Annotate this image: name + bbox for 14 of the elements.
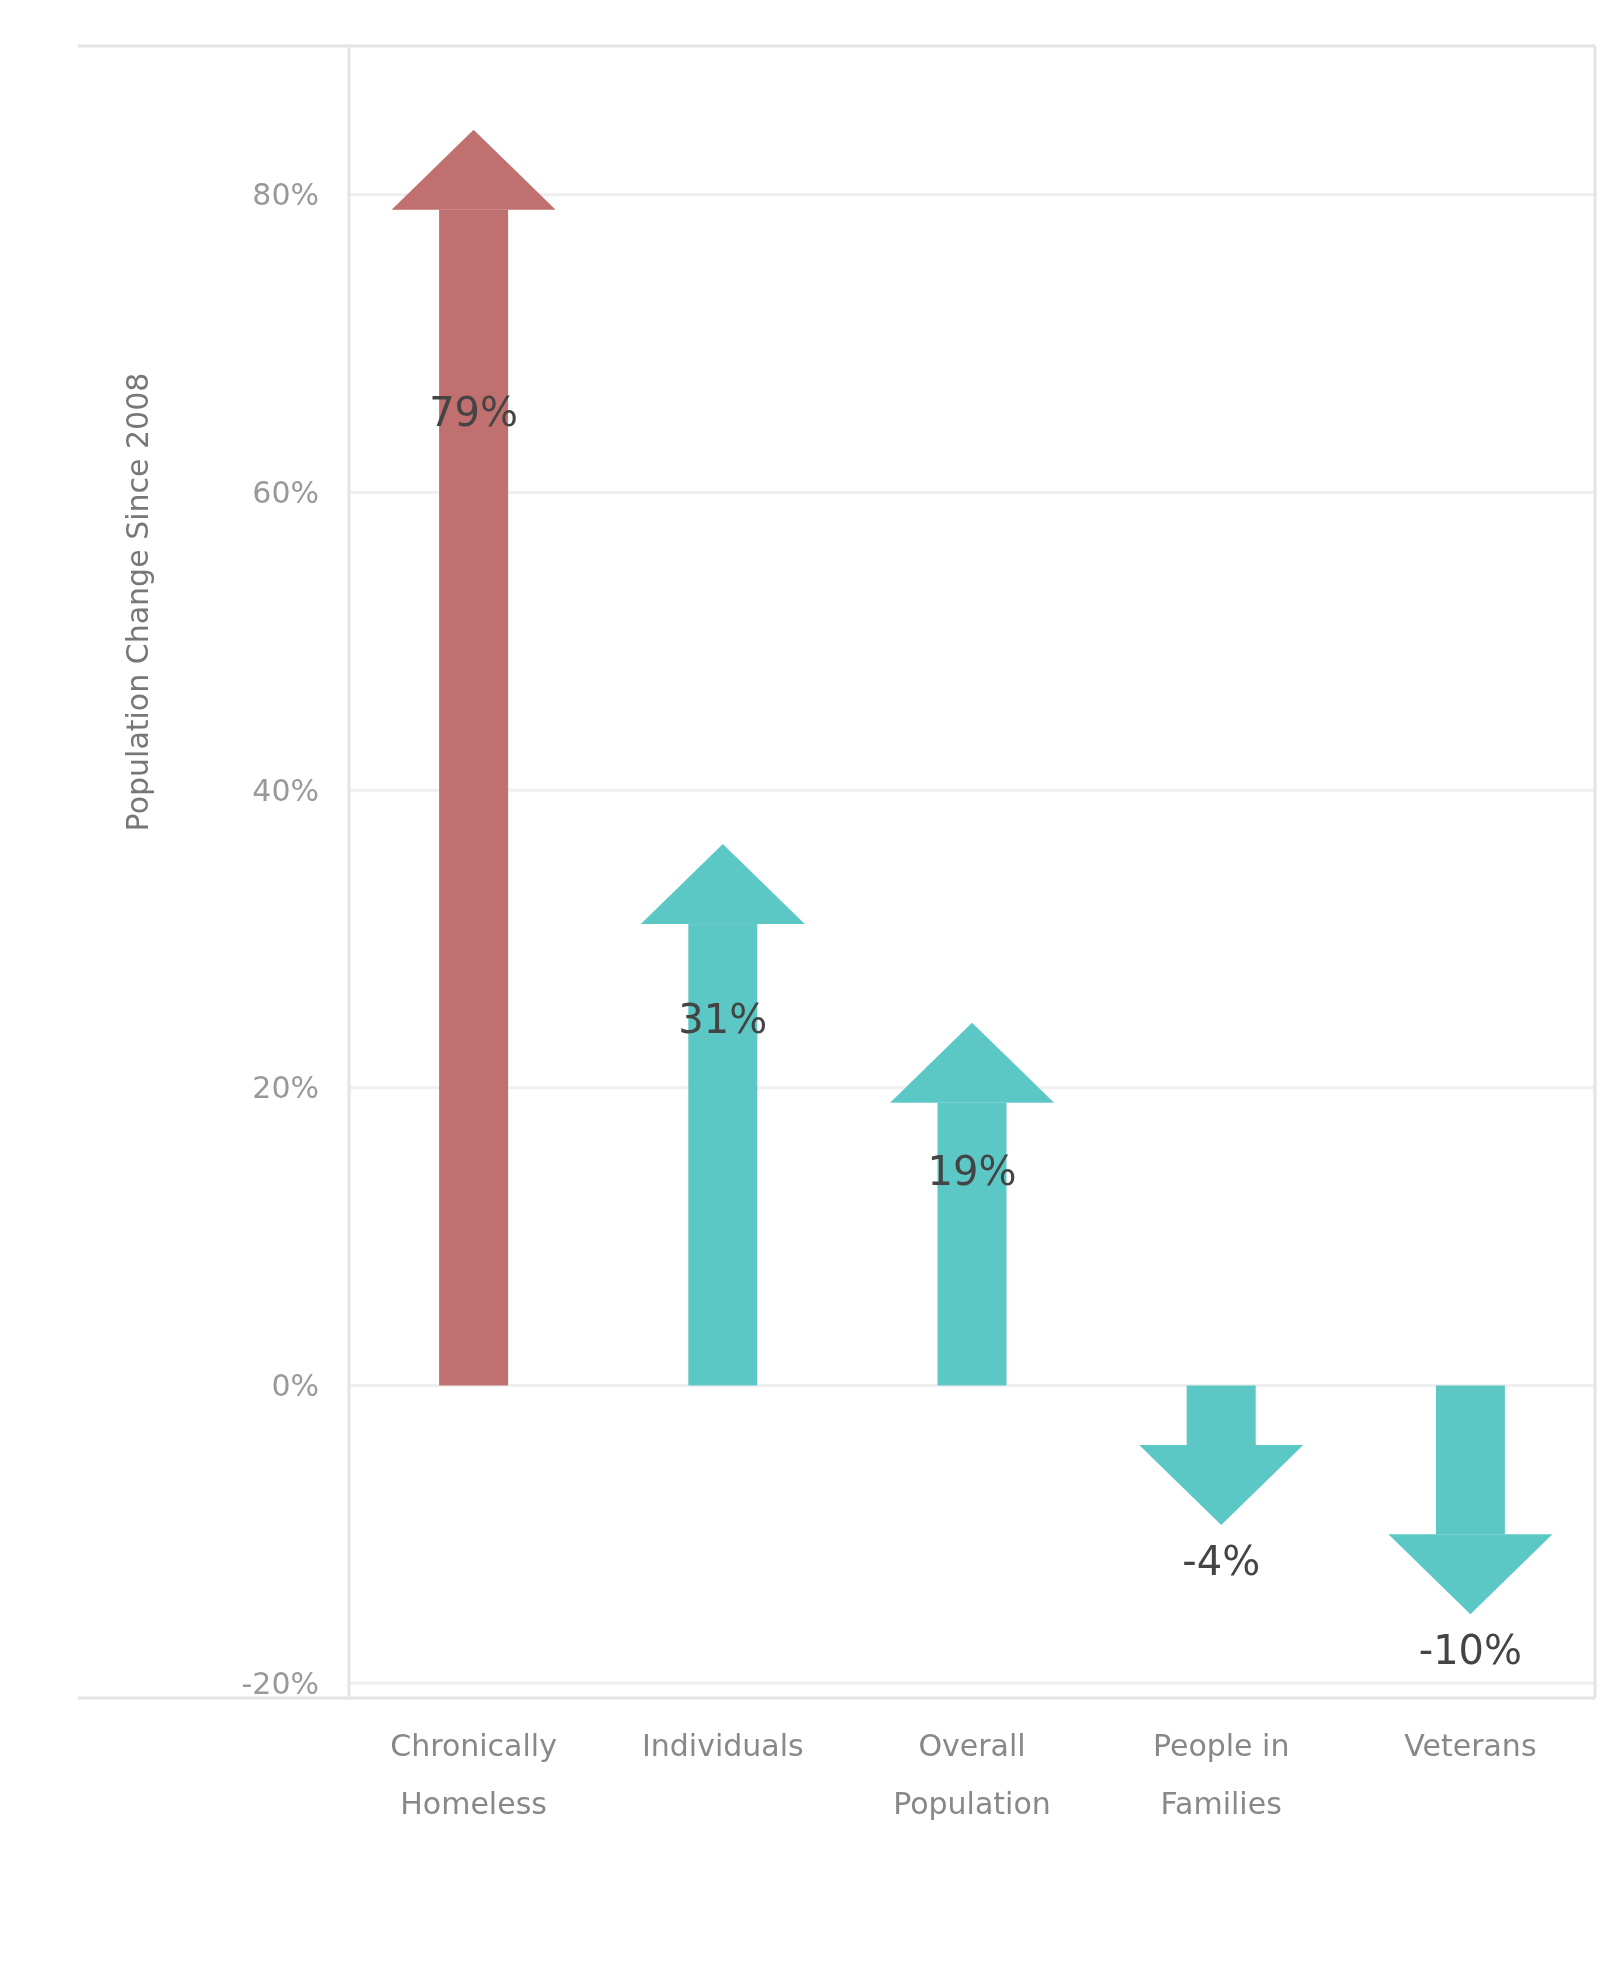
x-tick-label: Individuals bbox=[641, 1728, 804, 1763]
y-tick-label: 20% bbox=[252, 1070, 319, 1106]
y-tick-label: 80% bbox=[252, 177, 319, 213]
y-tick-label: 60% bbox=[252, 474, 319, 510]
y-tick-label: 0% bbox=[271, 1367, 319, 1403]
y-tick-label: 40% bbox=[252, 772, 319, 808]
x-tick-label: Veterans bbox=[1404, 1728, 1537, 1763]
data-label: -10% bbox=[1418, 1627, 1523, 1674]
x-tick-label: People in Families bbox=[1152, 1728, 1290, 1821]
y-axis-title: Population Change Since 2008 bbox=[120, 372, 155, 832]
data-label: -4% bbox=[1182, 1537, 1261, 1584]
x-tick-label: Chronically Homeless bbox=[390, 1728, 557, 1821]
x-tick-label: Overall Population bbox=[893, 1728, 1051, 1821]
y-tick-label: -20% bbox=[241, 1665, 319, 1701]
